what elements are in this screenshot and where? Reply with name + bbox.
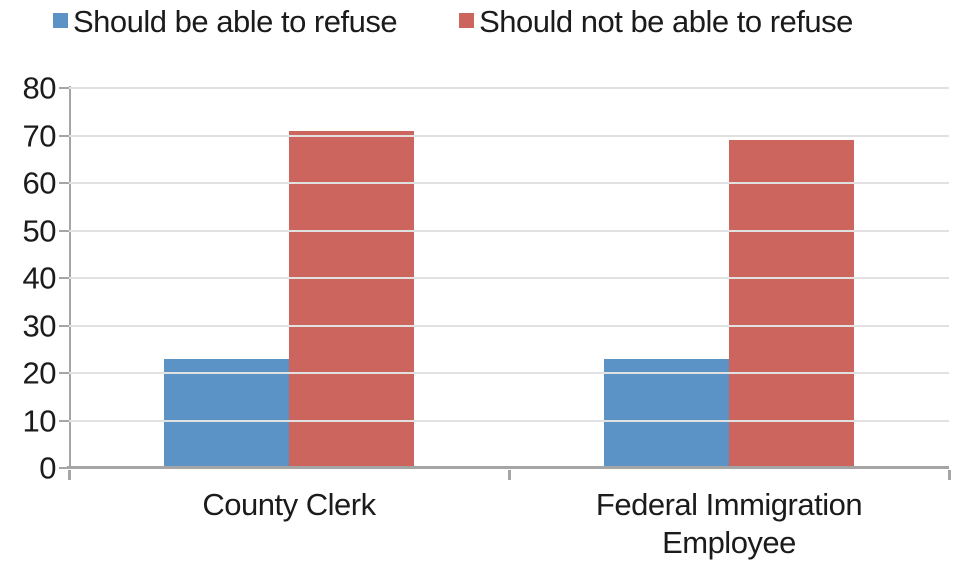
x-axis-tick — [508, 470, 511, 480]
y-axis-tick-20 — [59, 372, 69, 374]
x-axis-line — [67, 466, 949, 469]
x-axis-tick — [68, 470, 71, 480]
bar-group-2 — [509, 88, 949, 468]
y-axis-tick-label-80: 80 — [22, 70, 57, 106]
bar-groups — [69, 88, 949, 468]
legend-item-should-not-be-able-to-refuse: Should not be able to refuse — [459, 4, 853, 40]
gridline-50 — [69, 229, 949, 232]
plot-area — [59, 86, 951, 480]
bar-group-1 — [69, 88, 509, 468]
gridline-20 — [69, 372, 949, 374]
category-label-county-clerk: County Clerk — [202, 487, 376, 522]
y-axis-tick-70 — [59, 134, 69, 137]
chart-legend: Should be able to refuse Should not be a… — [0, 0, 960, 44]
y-axis-tick-label-10: 10 — [22, 403, 57, 438]
legend-item-should-be-able-to-refuse: Should be able to refuse — [53, 4, 398, 40]
legend-swatch-blue-icon — [53, 13, 68, 28]
y-axis-tick-label-50: 50 — [22, 213, 57, 248]
y-axis-tick-40 — [59, 277, 69, 279]
bar — [729, 140, 854, 468]
y-axis-tick-30 — [59, 324, 69, 327]
y-axis-tick-80 — [59, 87, 69, 89]
bar — [289, 130, 414, 468]
bar — [164, 358, 289, 468]
gridline-70 — [69, 134, 949, 137]
y-axis-tick-10 — [59, 419, 69, 422]
y-axis-tick-50 — [59, 229, 69, 232]
y-axis-tick-label-30: 30 — [22, 308, 57, 343]
y-axis-tick-60 — [59, 182, 69, 184]
y-axis-tick-label-70: 70 — [22, 118, 57, 153]
category-label-federal-immigration-employee: Federal Immigration Employee — [595, 487, 863, 560]
bar — [604, 358, 729, 468]
y-axis-tick-0 — [59, 467, 69, 469]
plot-region: 0 10 20 30 40 50 60 70 80 — [0, 73, 960, 484]
gridline-40 — [69, 277, 949, 279]
gridline-10 — [69, 419, 949, 422]
gridline-30 — [69, 324, 949, 327]
y-axis-tick-label-0: 0 — [39, 450, 56, 486]
legend-swatch-red-icon — [459, 13, 475, 28]
legend-label: Should be able to refuse — [73, 4, 398, 39]
y-axis-tick-labels: 0 10 20 30 40 50 60 70 80 — [0, 73, 69, 484]
x-axis-category-labels: County Clerk Federal Immigration Employe… — [69, 486, 949, 562]
y-axis-tick-label-20: 20 — [22, 355, 57, 391]
gridline-80 — [69, 87, 949, 89]
x-axis-tick — [948, 470, 951, 480]
y-axis-tick-label-40: 40 — [22, 260, 57, 296]
y-axis-tick-label-60: 60 — [22, 165, 57, 201]
gridline-60 — [69, 182, 949, 184]
legend-label: Should not be able to refuse — [479, 4, 853, 39]
